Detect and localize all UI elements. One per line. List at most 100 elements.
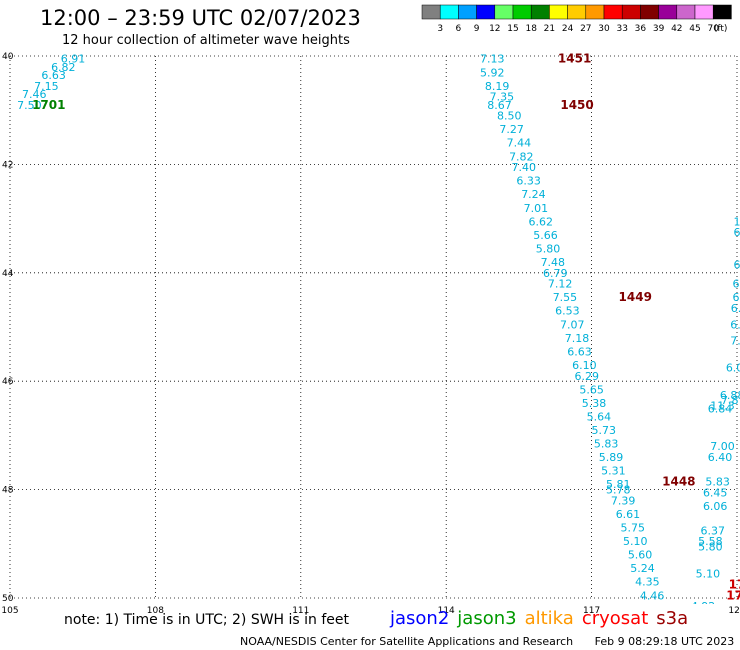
swh-value: 5.10 bbox=[623, 535, 648, 548]
x-tick-label: 117 bbox=[583, 606, 600, 616]
swh-value: 7.01 bbox=[524, 202, 549, 215]
swh-value: 6.29 bbox=[575, 370, 600, 383]
swh-value: 6. bbox=[730, 318, 740, 331]
swh-value: 7.24 bbox=[521, 188, 546, 201]
satellite-jason2: jason2 bbox=[390, 608, 450, 629]
swh-value: 6.79 bbox=[543, 267, 568, 280]
swh-value: 1 bbox=[734, 215, 740, 228]
y-tick-label: 42 bbox=[2, 160, 13, 170]
colorbar-swatch bbox=[603, 4, 623, 20]
colorbar-label: 21 bbox=[544, 24, 555, 34]
swh-value: 5.73 bbox=[591, 424, 616, 437]
colorbar-label: 70 bbox=[707, 24, 719, 34]
swh-value: 7. bbox=[730, 335, 740, 348]
pass-time-label: 1448 bbox=[662, 474, 695, 488]
satellite-s3a: s3a bbox=[656, 608, 689, 629]
swh-value: 5.10 bbox=[696, 568, 721, 581]
swh-value: 6.82 bbox=[51, 61, 76, 74]
chart-subtitle: 12 hour collection of altimeter wave hei… bbox=[62, 33, 350, 48]
satellite-altika: altika bbox=[524, 608, 574, 629]
colorbar-label: 33 bbox=[616, 24, 627, 34]
colorbar-label: 27 bbox=[580, 24, 591, 34]
x-tick-label: 120 bbox=[728, 606, 740, 616]
swh-value: 8.19 bbox=[485, 80, 510, 93]
credit-line: NOAA/NESDIS Center for Satellite Applica… bbox=[240, 635, 740, 648]
swh-value: 7.8 bbox=[721, 394, 739, 407]
colorbar-label: 36 bbox=[635, 24, 647, 34]
swh-value: 7.82 bbox=[509, 150, 534, 163]
colorbar-swatch bbox=[585, 4, 605, 20]
swh-value: 7.39 bbox=[611, 494, 636, 507]
swh-value: 6.33 bbox=[516, 175, 541, 188]
colorbar-label: 24 bbox=[562, 24, 574, 34]
pass-time-label: 17 bbox=[729, 577, 740, 591]
swh-value: 5.66 bbox=[533, 229, 558, 242]
swh-value: 5.24 bbox=[630, 562, 655, 575]
timestamp: Feb 9 08:29:18 UTC 2023 bbox=[594, 635, 735, 648]
colorbar-swatch bbox=[694, 4, 714, 20]
colorbar-swatch bbox=[658, 4, 678, 20]
axes: 105108111114117120404244464850 bbox=[1, 52, 740, 616]
pass-time-label: 1450 bbox=[560, 98, 593, 112]
swh-value: 7.55 bbox=[553, 291, 578, 304]
pass-time-label: 1449 bbox=[619, 290, 652, 304]
colorbar-label: 45 bbox=[689, 24, 700, 34]
colorbar-unit: (ft) bbox=[714, 24, 728, 34]
swh-value: 5.80 bbox=[536, 242, 561, 255]
swh-value: 7.46 bbox=[22, 88, 47, 101]
data-marks: 6.916.826.637.157.467.507.135.928.197.35… bbox=[17, 52, 740, 613]
colorbar-label: 39 bbox=[653, 24, 665, 34]
colorbar-label: 3 bbox=[437, 24, 443, 34]
swh-value: 4.92 bbox=[691, 600, 716, 613]
colorbar-label: 15 bbox=[507, 24, 518, 34]
swh-value: 5.38 bbox=[582, 397, 607, 410]
swh-value: 6 bbox=[733, 291, 740, 304]
colorbar-swatch bbox=[458, 4, 477, 20]
colorbar-swatch bbox=[512, 4, 532, 20]
colorbar-label: 6 bbox=[456, 24, 462, 34]
satellite-jason3: jason3 bbox=[457, 608, 517, 629]
swh-value: 7.50 bbox=[17, 99, 42, 112]
y-tick-label: 50 bbox=[2, 594, 14, 604]
x-tick-label: 114 bbox=[438, 606, 455, 616]
swh-value: 5.31 bbox=[601, 465, 626, 478]
colorbar-swatch bbox=[621, 4, 641, 20]
swh-value: 4.46 bbox=[640, 589, 665, 602]
colorbar-swatch bbox=[421, 4, 441, 20]
swh-value: 5.78 bbox=[606, 484, 631, 497]
swh-value: 5.89 bbox=[599, 451, 624, 464]
swh-value: 7.44 bbox=[507, 137, 532, 150]
swh-value: 6. bbox=[731, 302, 740, 315]
colorbar-label: 18 bbox=[525, 24, 537, 34]
swh-value: 6.10 bbox=[572, 359, 597, 372]
swh-value: 5.60 bbox=[628, 549, 653, 562]
swh-value: 7.00 bbox=[710, 440, 735, 453]
swh-value: 7.35 bbox=[490, 91, 515, 104]
colorbar-swatch bbox=[712, 4, 732, 20]
x-tick-label: 108 bbox=[147, 606, 164, 616]
swh-value: 5.58 bbox=[698, 535, 723, 548]
swh-value: 6.63 bbox=[41, 69, 66, 82]
swh-value: 7.07 bbox=[560, 318, 585, 331]
colorbar-swatch bbox=[640, 4, 659, 20]
swh-value: 6 bbox=[734, 259, 740, 272]
swh-value: 7.15 bbox=[34, 80, 59, 93]
pass-time-label: 17 bbox=[726, 588, 740, 602]
swh-value: 11.3 bbox=[710, 400, 735, 413]
swh-value: 6.62 bbox=[528, 215, 553, 228]
colorbar-label: 12 bbox=[489, 24, 500, 34]
colorbar-swatch bbox=[549, 4, 568, 20]
credit-text: NOAA/NESDIS Center for Satellite Applica… bbox=[240, 635, 574, 648]
colorbar-swatch bbox=[567, 4, 587, 20]
swh-value: 8.67 bbox=[487, 99, 512, 112]
satellite-cryosat: cryosat bbox=[581, 608, 649, 629]
swh-value: 6.06 bbox=[703, 500, 728, 513]
x-tick-label: 105 bbox=[1, 606, 18, 616]
swh-value: 6.53 bbox=[555, 305, 580, 318]
swh-value: 5.81 bbox=[606, 478, 631, 491]
swh-value: 8.50 bbox=[497, 110, 522, 123]
colorbar-swatch bbox=[530, 4, 550, 20]
swh-value: 6.63 bbox=[567, 345, 592, 358]
swh-value: 5.64 bbox=[587, 410, 612, 423]
swh-value: 5.75 bbox=[621, 522, 646, 535]
